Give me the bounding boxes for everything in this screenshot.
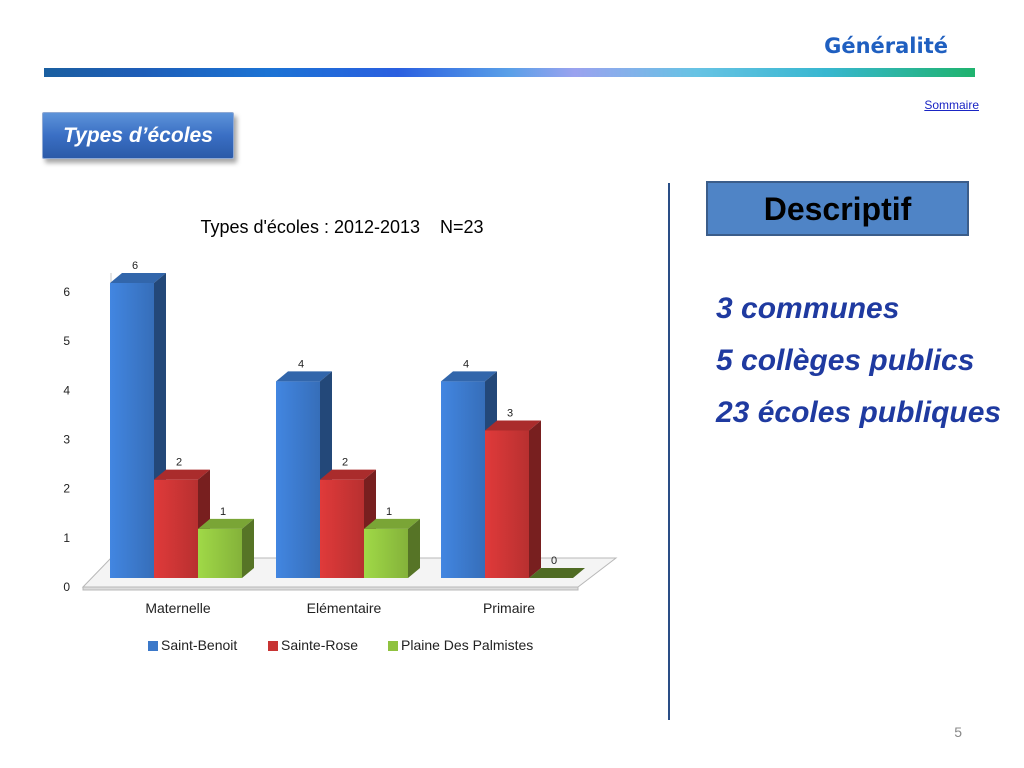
bar-top [485,420,541,431]
bar-front [441,381,485,578]
bar-front [154,479,198,578]
chart-floor-edge [82,586,579,591]
y-tick-label: 4 [63,383,70,397]
bar-top [364,518,420,529]
bar-data-label: 0 [551,555,557,567]
bar-data-label: 2 [176,457,182,469]
bar-front [364,528,408,578]
y-tick-label: 2 [63,482,70,496]
chart-title: Types d'écoles : 2012-2013 N=23 [200,217,483,237]
bar-data-label: 4 [463,358,469,370]
y-tick-label: 3 [63,433,70,447]
bar: 1 [364,506,420,578]
legend-swatch [148,641,158,651]
legend-item: Saint-Benoit [148,637,237,653]
chart-area: 0 1 2 3 4 5 6 6 2 1 Maternelle 4 2 1 Elémentaire 4 3 0 Pri… [63,260,618,616]
x-tick-label: Elémentaire [307,600,382,616]
x-tick-label: Maternelle [145,600,211,616]
bar-data-label: 6 [132,260,138,272]
bar-front [485,430,529,578]
legend-swatch [388,641,398,651]
y-tick-label: 6 [63,285,70,299]
bar-front [276,381,320,578]
legend-label: Saint-Benoit [161,637,237,653]
descriptif-title: Descriptif [763,191,912,227]
bar-data-label: 2 [342,457,348,469]
y-tick-label: 5 [63,334,70,348]
descriptif-box: Descriptif [706,181,969,236]
bar-data-label: 1 [220,506,226,518]
bar-top [441,371,497,382]
descriptif-item: 23 écoles publiques [716,396,1002,429]
y-tick-label: 0 [63,580,70,594]
sommaire-link[interactable]: Sommaire [924,98,979,112]
bar-front [320,479,364,578]
legend-label: Sainte-Rose [281,637,358,653]
bar: 2 [320,457,376,578]
bar-front [110,283,154,578]
legend-swatch [268,641,278,651]
bar-data-label: 1 [386,506,392,518]
legend-item: Sainte-Rose [268,637,358,653]
bar-front [198,528,242,578]
header-gradient-bar [44,68,975,77]
bar-top [320,469,376,480]
descriptif-item: 5 collèges publics [716,344,975,377]
bar-top [110,273,166,283]
section-title: Types d’écoles [63,124,213,147]
bar-side [529,420,541,578]
bar: 3 [485,408,541,578]
descriptif-item: 3 communes [716,292,900,325]
bar-top [276,371,332,382]
descriptif-list: 3 communes 5 collèges publics 23 écoles … [716,288,1006,444]
bar-flat [529,568,585,578]
bar: 0 [529,555,585,578]
bar-top [198,518,254,529]
bar: 1 [198,506,254,578]
bar-data-label: 3 [507,408,513,420]
bar-side [408,518,420,578]
bar-data-label: 4 [298,358,304,370]
page-number: 5 [954,724,962,740]
bar-chart: Types d'écoles : 2012-2013 N=23 0 1 2 3 4 5 6 6… [63,217,618,653]
x-tick-label: Primaire [483,600,535,616]
header-title: Généralité [824,34,948,58]
chart-legend: Saint-Benoit Sainte-Rose Plaine Des Palmis… [148,637,533,653]
section-title-box: Types d’écoles [42,112,234,159]
bar: 6 [110,260,166,578]
legend-label: Plaine Des Palmistes [401,637,533,653]
vertical-divider [668,183,670,720]
bar-side [242,518,254,578]
legend-item: Plaine Des Palmistes [388,637,533,653]
y-tick-label: 1 [63,531,70,545]
bar-top [154,469,210,480]
